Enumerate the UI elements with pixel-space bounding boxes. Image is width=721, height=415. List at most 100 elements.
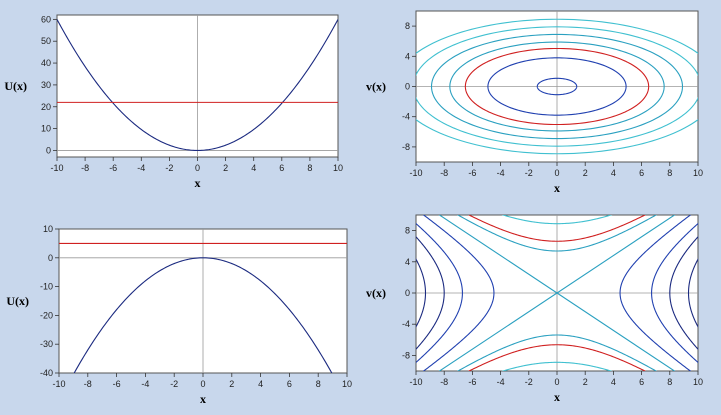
x-tick-label: -8 [440,377,448,387]
y-tick-label: 10 [41,124,51,134]
y-tick-label: 4 [405,257,410,267]
side-orbit-7 [687,258,698,328]
x-tick-label: -10 [409,377,422,387]
y-tick-label: 8 [405,226,410,236]
x-tick-label: 10 [333,163,343,173]
phase-orbit-6 [416,26,698,147]
y-tick-label: -4 [402,319,410,329]
potential-curve [57,19,338,152]
y-tick-label: 0 [405,288,410,298]
y-tick-label: 0 [405,82,410,92]
x-tick-label: 4 [611,377,616,387]
x-tick-label: 2 [229,379,234,389]
x-tick-label: 4 [258,379,263,389]
x-tick-label: 8 [667,377,672,387]
x-tick-label: -10 [409,168,422,178]
y-tick-label: 30 [41,80,51,90]
x-tick-label: 4 [251,163,256,173]
x-tick-label: -4 [497,377,505,387]
x-tick-label: 0 [554,377,559,387]
y-tick-label: -20 [40,310,53,320]
x-tick-label: 0 [195,163,200,173]
x-tick-label: 2 [583,377,588,387]
phase-orbit-2 [487,57,627,116]
x-axis-label: x [195,176,201,190]
y-axis-label: v(x) [366,80,386,94]
open-orbit-2 [501,361,613,371]
phase-orbit-3 [464,47,650,126]
x-tick-label: 10 [342,379,352,389]
y-tick-label: 20 [41,102,51,112]
x-tick-label: -2 [170,379,178,389]
x-tick-label: 2 [583,168,588,178]
x-tick-label: -2 [525,168,533,178]
chart-2: -10 -8 -6 -4 -2 0 2 4 6 8 10 -8 -4 0 4 8 x v(x) [366,10,703,195]
x-tick-label: 6 [287,379,292,389]
open-orbit-1 [467,215,647,242]
open-orbit-1 [467,344,647,371]
x-tick-label: 8 [307,163,312,173]
x-tick-label: -10 [52,379,65,389]
y-tick-label: 0 [46,145,51,155]
x-tick-label: 8 [316,379,321,389]
phase-orbit-5 [430,33,684,140]
side-orbit-4 [619,215,692,371]
x-tick-label: 10 [693,168,703,178]
y-tick-label: 40 [41,58,51,68]
x-tick-label: -4 [497,168,505,178]
x-tick-label: 6 [639,377,644,387]
y-tick-label: -8 [402,142,410,152]
y-tick-label: -4 [402,112,410,122]
x-tick-label: 8 [667,168,672,178]
y-axis-label: v(x) [366,286,386,300]
x-tick-label: -8 [81,163,89,173]
y-tick-label: -40 [40,368,53,378]
chart-1: -10 -8 -6 -4 -2 0 2 4 6 8 10 0 10 20 30 40 50 60 x U(x) [4,14,343,190]
x-tick-label: -6 [113,379,121,389]
side-orbit-5 [651,222,698,364]
x-tick-label: -6 [468,168,476,178]
x-tick-label: -8 [440,168,448,178]
y-tick-label: 0 [48,253,53,263]
open-orbit-3 [456,334,658,371]
x-tick-label: 0 [554,168,559,178]
x-tick-label: -6 [109,163,117,173]
open-orbit-2 [501,215,613,225]
y-tick-label: 50 [41,36,51,46]
x-tick-label: -4 [141,379,149,389]
x-tick-label: 0 [200,379,205,389]
y-tick-label: -8 [402,350,410,360]
x-tick-label: -2 [165,163,173,173]
phase-orbit-4 [449,41,665,132]
side-orbit-5 [416,222,463,364]
x-tick-label: 4 [611,168,616,178]
x-axis-label: x [554,390,560,404]
side-orbit-7 [416,258,427,328]
phase-orbit-7 [416,18,698,155]
y-axis-label: U(x) [4,79,27,93]
x-tick-label: -8 [84,379,92,389]
y-tick-label: 10 [43,224,53,234]
x-tick-label: -6 [468,377,476,387]
side-orbit-6 [416,236,445,350]
y-tick-label: -30 [40,339,53,349]
y-tick-label: 60 [41,14,51,24]
y-tick-label: -10 [40,282,53,292]
x-tick-label: 2 [223,163,228,173]
x-tick-label: 6 [639,168,644,178]
x-tick-label: 6 [279,163,284,173]
x-tick-label: -2 [525,377,533,387]
phase-orbit-1 [536,77,578,96]
separatrix-2 [438,215,676,371]
x-tick-label: -4 [137,163,145,173]
x-axis-label: x [554,181,560,195]
potential-curve [73,257,333,373]
open-orbit-3 [456,215,658,252]
side-orbit-6 [669,236,698,350]
x-tick-label: -10 [50,163,63,173]
y-tick-label: 8 [405,21,410,31]
x-axis-label: x [200,392,206,406]
side-orbit-4 [422,215,495,371]
